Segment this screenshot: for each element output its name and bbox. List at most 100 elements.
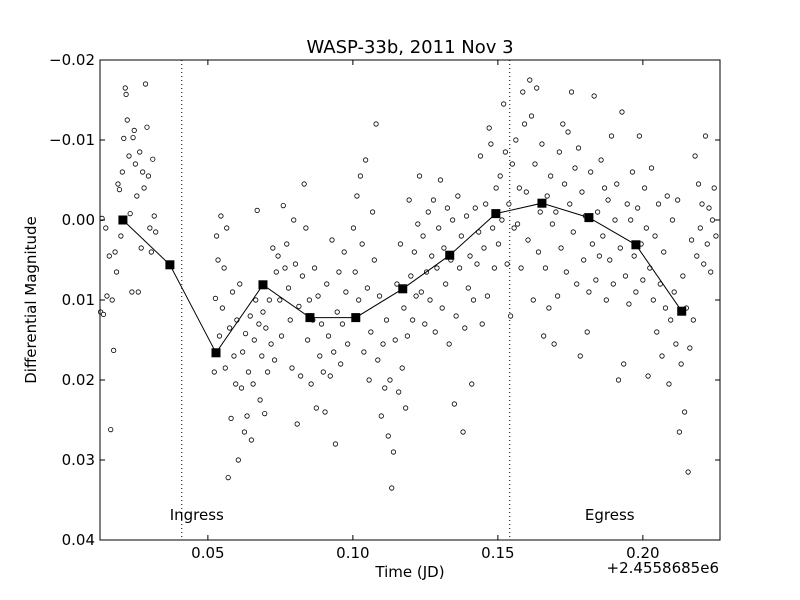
data-point <box>380 341 386 347</box>
data-point <box>368 329 374 335</box>
data-point <box>371 257 377 263</box>
data-point <box>596 253 602 259</box>
data-point <box>336 269 342 275</box>
data-point <box>612 217 618 223</box>
data-point <box>437 177 444 183</box>
data-point <box>303 225 309 231</box>
data-point <box>403 405 409 411</box>
data-point <box>392 337 398 343</box>
data-point <box>325 333 332 339</box>
x-tick-label: 0.05 <box>191 544 224 562</box>
data-point <box>151 213 157 219</box>
data-point <box>603 297 609 303</box>
data-point <box>601 185 608 191</box>
data-point <box>673 341 679 347</box>
data-point <box>352 269 358 275</box>
data-point <box>134 193 140 199</box>
data-point <box>628 217 634 223</box>
data-point <box>546 305 552 311</box>
data-point <box>363 157 369 163</box>
data-point <box>429 253 435 259</box>
data-point <box>141 185 147 191</box>
data-point <box>213 233 220 239</box>
data-point <box>296 303 302 309</box>
data-point <box>425 209 431 215</box>
data-point <box>113 269 120 275</box>
binned-point <box>584 213 594 223</box>
data-point <box>659 353 665 359</box>
data-point <box>467 253 473 259</box>
data-point <box>504 261 510 267</box>
x-tick-label: 0.10 <box>336 544 369 562</box>
data-point <box>589 241 596 247</box>
data-point <box>278 333 285 339</box>
data-point <box>650 297 656 303</box>
data-point <box>211 369 217 375</box>
data-point <box>322 409 328 415</box>
data-point <box>129 289 135 295</box>
data-point <box>332 441 339 447</box>
binned-data-series <box>118 198 687 358</box>
plot-frame <box>99 59 721 541</box>
data-point <box>238 385 245 391</box>
data-point <box>410 317 416 323</box>
data-point <box>108 426 114 433</box>
binned-point <box>351 313 361 323</box>
data-point <box>463 213 470 219</box>
data-point <box>699 201 705 207</box>
data-point <box>245 369 252 375</box>
data-point <box>610 281 616 287</box>
data-point <box>499 217 505 223</box>
y-axis-label: Differential Magnitude <box>22 216 40 384</box>
data-point <box>280 203 286 209</box>
data-point <box>521 121 528 127</box>
data-point <box>240 349 246 355</box>
data-point <box>287 317 293 323</box>
data-point <box>338 361 344 367</box>
data-point <box>678 361 684 367</box>
data-point <box>248 437 254 443</box>
data-point <box>530 297 536 303</box>
data-point <box>357 173 364 179</box>
data-point <box>137 149 143 155</box>
data-point <box>443 281 449 287</box>
data-point <box>369 209 376 215</box>
data-point <box>277 297 283 303</box>
data-point <box>706 205 712 211</box>
data-point <box>247 313 253 319</box>
data-point <box>704 241 710 247</box>
data-point <box>262 410 268 417</box>
data-point <box>708 269 714 275</box>
data-point <box>702 133 709 139</box>
data-point <box>692 153 698 159</box>
x-tick-label: 0.20 <box>626 544 659 562</box>
data-point <box>242 330 249 337</box>
data-point <box>560 121 566 127</box>
binned-point <box>537 198 547 208</box>
data-point <box>695 181 702 187</box>
data-point <box>619 109 625 115</box>
data-point <box>311 265 318 271</box>
data-point <box>539 141 545 147</box>
data-point <box>462 325 468 331</box>
data-point <box>285 285 292 291</box>
data-point <box>416 173 423 179</box>
data-point <box>626 301 632 307</box>
data-point <box>359 241 365 247</box>
data-point <box>306 297 312 303</box>
data-point <box>697 225 703 231</box>
data-point <box>266 297 272 303</box>
data-point <box>250 381 256 387</box>
data-point <box>446 341 452 347</box>
binned-point <box>118 215 128 225</box>
data-point <box>273 269 279 275</box>
data-point <box>396 389 402 395</box>
data-point <box>418 289 424 295</box>
y-tick-label: 0.03 <box>62 451 95 469</box>
data-point <box>305 337 311 343</box>
data-point <box>629 169 636 175</box>
data-point <box>584 329 590 335</box>
data-point <box>532 161 538 167</box>
data-point <box>227 325 233 331</box>
